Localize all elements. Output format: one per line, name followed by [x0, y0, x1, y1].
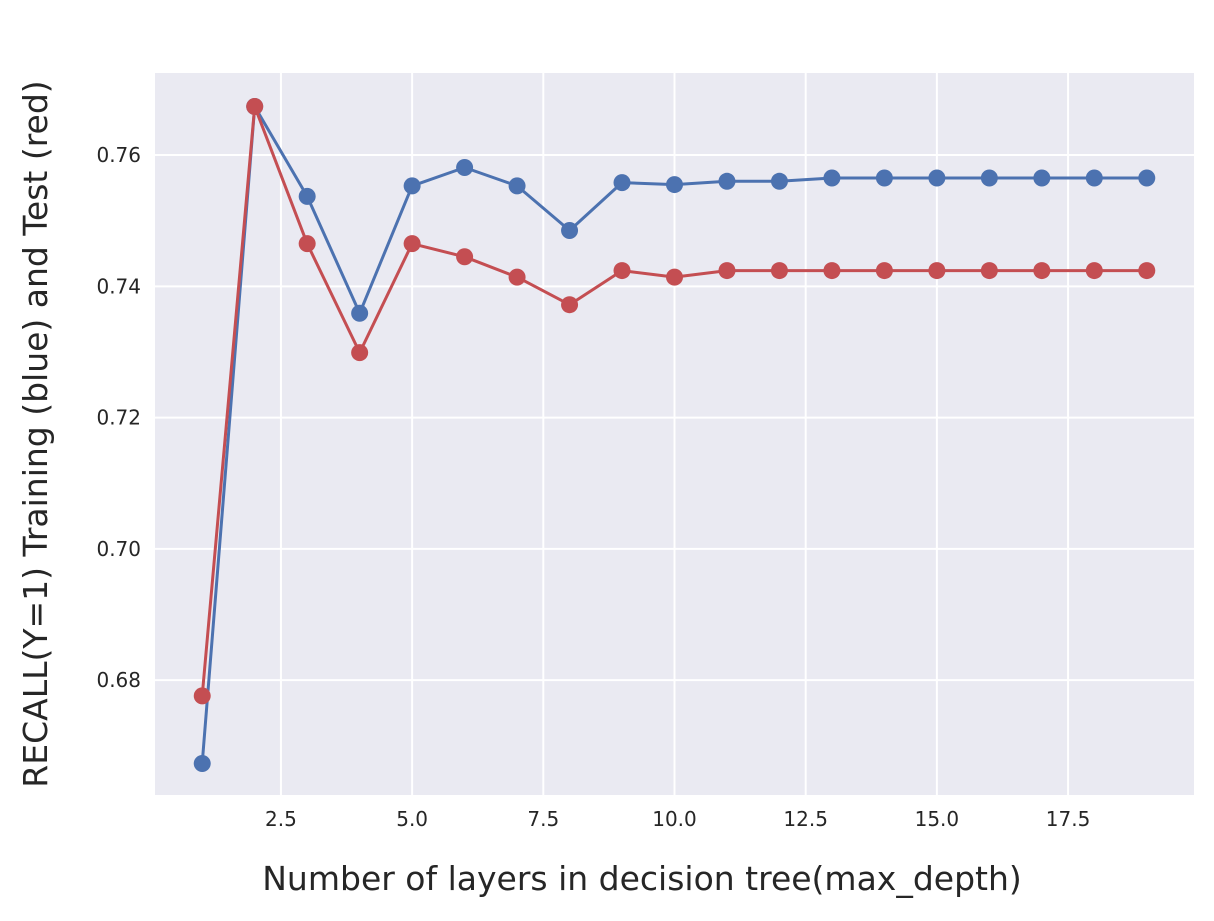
- data-point: [666, 176, 683, 194]
- data-point: [193, 754, 211, 772]
- data-point: [1138, 169, 1156, 187]
- data-point: [403, 177, 421, 195]
- data-point: [456, 159, 474, 177]
- data-point: [980, 169, 998, 187]
- y-axis-label: RECALL(Y=1) Training (blue) and Test (re…: [16, 80, 55, 787]
- x-tick-label: 2.5: [265, 807, 297, 831]
- data-point: [823, 169, 841, 187]
- data-point: [770, 262, 788, 280]
- data-point: [613, 262, 631, 280]
- data-point: [718, 172, 736, 190]
- grid-lines: [155, 73, 1194, 795]
- y-tick-label: 0.72: [96, 406, 141, 430]
- y-tick-label: 0.70: [96, 537, 141, 561]
- x-tick-label: 7.5: [527, 807, 559, 831]
- y-axis-ticks: 0.68 0.70 0.72 0.74 0.76: [96, 143, 141, 692]
- series-0: [193, 97, 1156, 772]
- x-tick-label: 17.5: [1046, 807, 1091, 831]
- data-point: [298, 235, 316, 253]
- series-layer: [193, 97, 1156, 772]
- data-point: [351, 304, 369, 322]
- data-point: [403, 235, 421, 253]
- data-point: [613, 174, 631, 192]
- data-point: [193, 687, 211, 705]
- data-point: [823, 262, 841, 280]
- x-tick-label: 12.5: [783, 807, 828, 831]
- data-point: [508, 177, 526, 195]
- x-tick-label: 5.0: [396, 807, 428, 831]
- data-point: [980, 262, 998, 280]
- data-point: [875, 169, 893, 187]
- y-tick-label: 0.68: [96, 668, 141, 692]
- data-point: [351, 344, 369, 362]
- x-axis-ticks: 2.5 5.0 7.5 10.0 12.5 15.0 17.5: [265, 807, 1090, 831]
- data-point: [666, 268, 683, 286]
- data-point: [1138, 262, 1156, 280]
- data-point: [928, 169, 946, 187]
- data-point: [1085, 169, 1103, 187]
- data-point: [928, 262, 946, 280]
- data-point: [561, 296, 579, 314]
- data-point: [456, 248, 474, 266]
- data-point: [1085, 262, 1103, 280]
- data-point: [875, 262, 893, 280]
- x-tick-label: 10.0: [652, 807, 697, 831]
- data-point: [246, 97, 264, 115]
- data-point: [1033, 262, 1051, 280]
- data-point: [508, 268, 526, 286]
- data-point: [770, 172, 788, 190]
- y-tick-label: 0.76: [96, 143, 141, 167]
- series-1: [193, 97, 1156, 705]
- data-point: [298, 187, 316, 205]
- data-point: [561, 222, 579, 240]
- data-point: [1033, 169, 1051, 187]
- y-tick-label: 0.74: [96, 274, 141, 298]
- x-tick-label: 15.0: [915, 807, 960, 831]
- x-axis-label: Number of layers in decision tree(max_de…: [262, 859, 1022, 898]
- data-point: [718, 262, 736, 280]
